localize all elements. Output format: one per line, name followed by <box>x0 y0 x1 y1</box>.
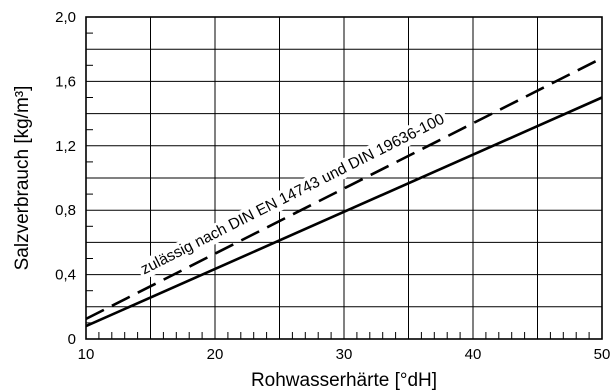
y-axis-title: Salzverbrauch [kg/m³] <box>12 86 33 271</box>
x-tick-label: 10 <box>78 346 95 363</box>
y-tick-label: 2,0 <box>55 9 76 26</box>
x-tick-label: 50 <box>594 346 610 363</box>
grid <box>86 17 602 339</box>
minor-ticks <box>86 32 590 339</box>
annotation-text: zulässig nach DIN EN 14743 und DIN 19636… <box>138 110 447 278</box>
series-line-dashed <box>85 56 603 321</box>
series-layer <box>85 56 603 328</box>
x-tick-label: 30 <box>336 346 353 363</box>
y-tick-label: 0 <box>68 331 76 348</box>
x-tick-label: 20 <box>207 346 224 363</box>
y-tick-label: 1,2 <box>55 138 76 155</box>
y-tick-label: 0,4 <box>55 267 76 284</box>
plot-frame <box>85 16 603 340</box>
annotation-background <box>135 108 451 281</box>
series-line-solid <box>85 96 603 328</box>
y-tick-label: 0,8 <box>55 202 76 219</box>
x-tick-label: 40 <box>465 346 482 363</box>
tick-labels: 10 20 30 40 50 0 0,4 0,8 1,2 1,6 2,0 <box>55 9 610 363</box>
y-tick-label: 1,6 <box>55 73 76 90</box>
x-axis-title: Rohwasserhärte [°dH] <box>251 370 437 391</box>
